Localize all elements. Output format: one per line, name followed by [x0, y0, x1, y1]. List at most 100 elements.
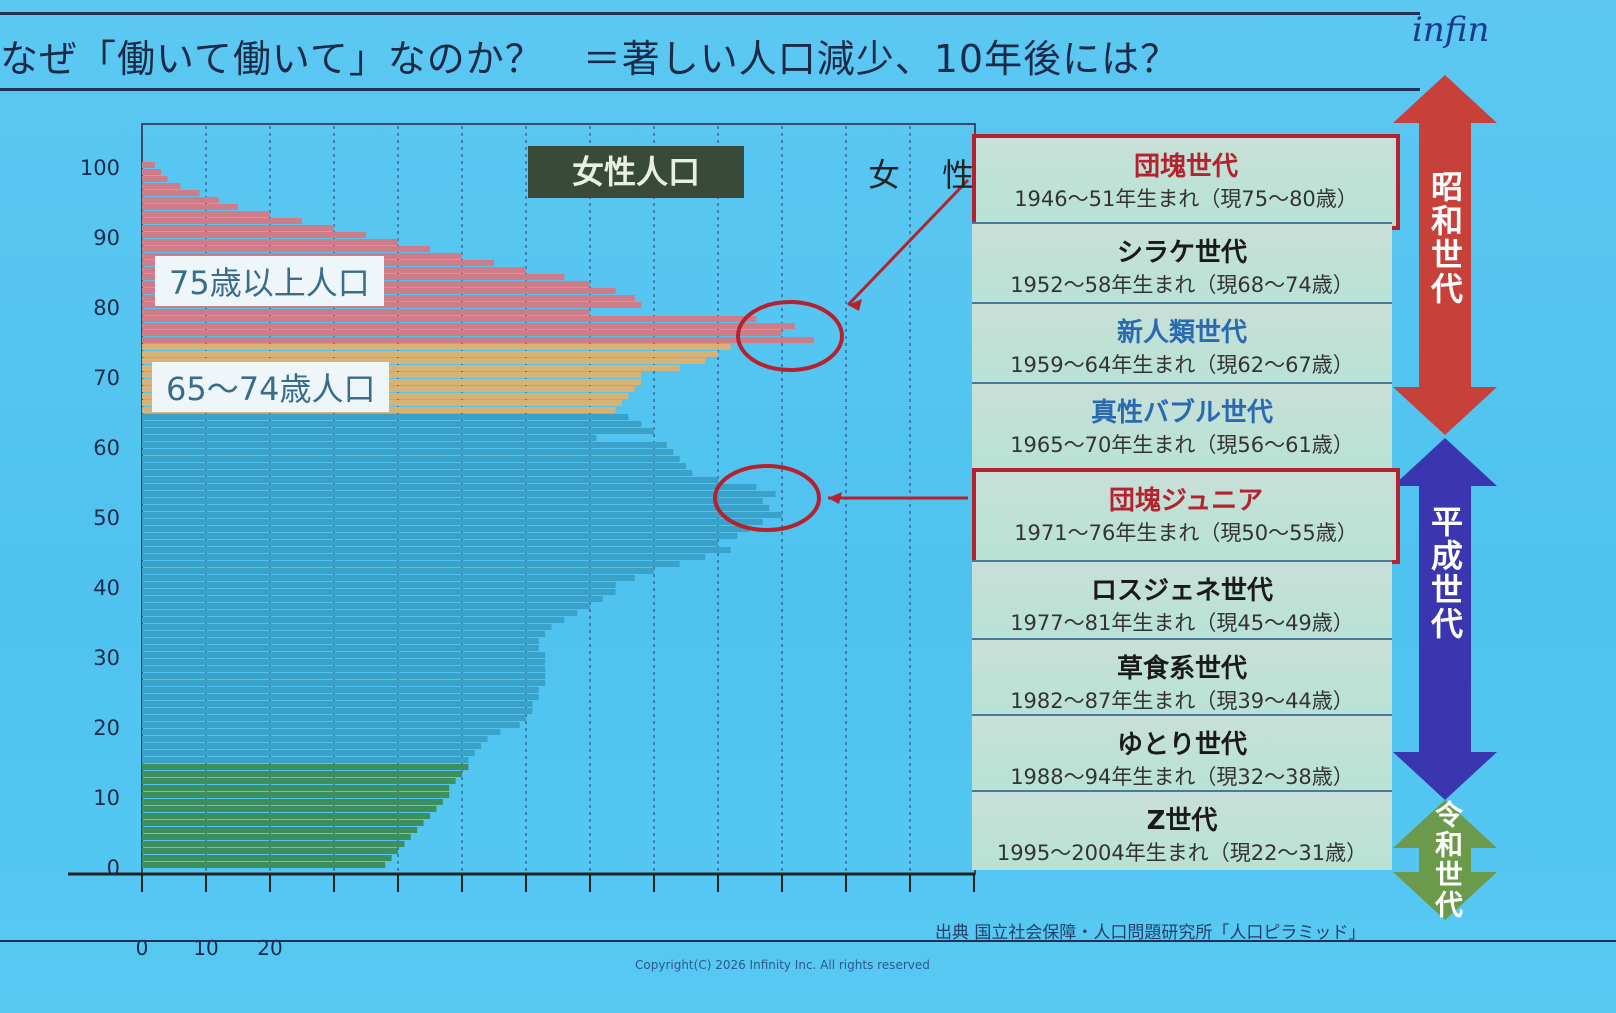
bar-age-80: [142, 302, 642, 308]
bar-age-69: [142, 379, 642, 385]
y-tick-label: 90: [93, 226, 120, 250]
bar-age-25: [142, 687, 539, 693]
bar-age-56: [142, 470, 693, 476]
bar-age-77: [142, 323, 795, 329]
bar-age-22: [142, 708, 533, 714]
bar-age-47: [142, 533, 738, 539]
footer-rule: [0, 940, 1616, 942]
generation-name: 草食系世代: [1116, 654, 1247, 684]
bar-age-18: [142, 736, 488, 742]
y-tick-label: 60: [93, 436, 120, 460]
bar-age-89: [142, 239, 398, 245]
label-65-74: 65〜74歳人口: [152, 362, 390, 412]
slide-title: なぜ「働いて働いて」なのか？ ＝著しい人口減少、10年後には？: [0, 37, 1180, 81]
bar-age-61: [142, 435, 597, 441]
generation-name: 真性バブル世代: [1090, 398, 1273, 428]
bar-age-92: [142, 218, 302, 224]
bar-age-54: [142, 484, 757, 490]
bar-age-12: [142, 778, 456, 784]
label-75-plus: 75歳以上人口: [155, 256, 384, 306]
bar-age-62: [142, 428, 654, 434]
bar-age-72: [142, 358, 706, 364]
bar-age-52: [142, 498, 763, 504]
bar-age-27: [142, 673, 546, 679]
bar-age-14: [142, 764, 469, 770]
bar-age-55: [142, 477, 718, 483]
generation-item: 草食系世代 1982〜87年生まれ（現39〜44歳）: [972, 638, 1392, 716]
generation-name: シラケ世代: [1116, 238, 1247, 268]
bar-age-16: [142, 750, 475, 756]
generation-name: ロスジェネ世代: [1090, 576, 1273, 606]
generation-dates: 1977〜81年生まれ（現45〜49歳）: [1010, 611, 1354, 635]
bar-age-75: [142, 337, 814, 343]
bar-age-10: [142, 792, 450, 798]
bar-age-7: [142, 813, 430, 819]
generation-item: シラケ世代 1952〜58年生まれ（現68〜74歳）: [972, 222, 1392, 304]
generation-item: ロスジェネ世代 1977〜81年生まれ（現45〜49歳）: [972, 560, 1392, 640]
bar-age-31: [142, 645, 539, 651]
bar-age-50: [142, 512, 782, 518]
bar-age-40: [142, 582, 616, 588]
bar-age-17: [142, 743, 482, 749]
bar-age-95: [142, 197, 219, 203]
bar-age-19: [142, 729, 501, 735]
bar-age-73: [142, 351, 718, 357]
y-tick-label: 50: [93, 506, 120, 530]
bar-age-34: [142, 624, 552, 630]
bar-age-2: [142, 848, 398, 854]
bar-age-48: [142, 526, 750, 532]
bar-age-64: [142, 414, 629, 420]
bar-age-44: [142, 554, 706, 560]
chart-title: 女性人口: [528, 146, 744, 198]
bar-age-41: [142, 575, 635, 581]
bar-age-76: [142, 330, 782, 336]
generation-dates: 1946〜51年生まれ（現75〜80歳）: [1014, 187, 1358, 211]
generation-item: Z世代 1995〜2004年生まれ（現22〜31歳）: [972, 790, 1392, 870]
bar-age-33: [142, 631, 546, 637]
bar-age-59: [142, 449, 674, 455]
bar-age-1: [142, 855, 392, 861]
source-note: 出典 国立社会保障・人口問題研究所「人口ピラミッド」: [935, 923, 1366, 943]
bar-age-81: [142, 295, 635, 301]
bar-age-3: [142, 841, 405, 847]
bar-age-98: [142, 176, 168, 182]
era-arrow: [1393, 438, 1497, 800]
y-tick-label: 100: [80, 156, 120, 180]
bar-age-8: [142, 806, 437, 812]
generation-name: Z世代: [1146, 806, 1218, 836]
generation-dates: 1995〜2004年生まれ（現22〜31歳）: [996, 841, 1368, 865]
top-rule: [0, 12, 1420, 15]
y-tick-label: 40: [93, 576, 120, 600]
bar-age-21: [142, 715, 526, 721]
bar-age-9: [142, 799, 443, 805]
copyright: Copyright(C) 2026 Infinity Inc. All righ…: [635, 958, 930, 972]
bar-age-58: [142, 456, 680, 462]
bar-age-100: [142, 162, 155, 168]
bar-age-45: [142, 547, 731, 553]
bar-age-26: [142, 680, 546, 686]
bar-age-28: [142, 666, 546, 672]
y-tick-label: 70: [93, 366, 120, 390]
bar-age-39: [142, 589, 616, 595]
generation-item: 新人類世代 1959〜64年生まれ（現62〜67歳）: [972, 302, 1392, 384]
title-rule: [0, 88, 1420, 91]
bar-age-23: [142, 701, 533, 707]
x-tick-label: 0: [136, 936, 149, 960]
bar-age-35: [142, 617, 565, 623]
side-label: 女 性: [868, 156, 991, 194]
bar-age-15: [142, 757, 469, 763]
bar-age-29: [142, 659, 546, 665]
era-arrow: [1393, 75, 1497, 435]
bar-age-49: [142, 519, 763, 525]
bar-age-43: [142, 561, 680, 567]
generation-name: ゆとり世代: [1116, 730, 1247, 760]
y-tick-label: 80: [93, 296, 120, 320]
generation-item: ゆとり世代 1988〜94年生まれ（現32〜38歳）: [972, 714, 1392, 792]
bar-age-71: [142, 365, 680, 371]
era-label-heisei: 平成世代: [1426, 505, 1464, 641]
bar-age-53: [142, 491, 776, 497]
generation-item: 真性バブル世代 1965〜70年生まれ（現56〜61歳）: [972, 382, 1392, 470]
generation-dates: 1952〜58年生まれ（現68〜74歳）: [1010, 273, 1354, 297]
bar-age-91: [142, 225, 334, 231]
